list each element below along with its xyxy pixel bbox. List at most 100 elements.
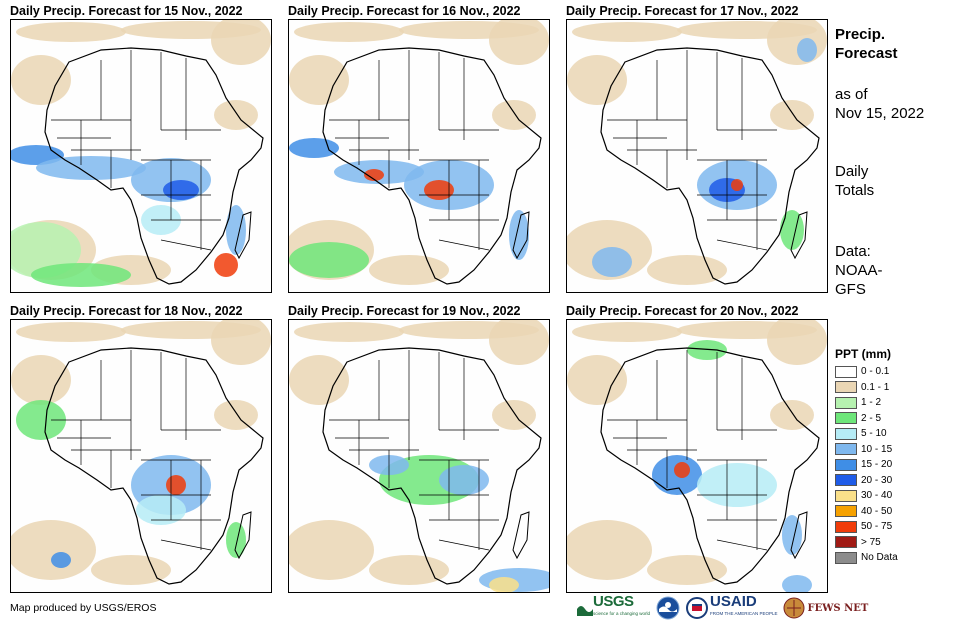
legend-title: PPT (mm) xyxy=(835,347,892,361)
precip-area xyxy=(697,463,777,507)
precip-area xyxy=(572,22,682,42)
totals-line: Totals xyxy=(835,182,875,199)
precip-area xyxy=(11,355,71,405)
precip-map xyxy=(288,19,550,293)
legend-item: No Data xyxy=(835,550,960,566)
legend-label: > 75 xyxy=(861,536,881,548)
precip-area xyxy=(51,552,71,568)
legend-item: 10 - 15 xyxy=(835,442,960,458)
precip-area xyxy=(289,355,349,405)
coastline xyxy=(600,47,820,285)
precip-area xyxy=(647,555,727,585)
precip-area xyxy=(289,138,339,158)
country-border xyxy=(160,539,212,551)
usaid-wordmark: USAID xyxy=(710,593,757,610)
map-panel-5: Daily Precip. Forecast for 19 Nov., 2022 xyxy=(288,303,550,593)
panel-title: Daily Precip. Forecast for 17 Nov., 2022 xyxy=(566,4,799,18)
fews-net-logo: FEWS NET xyxy=(783,597,868,619)
country-border xyxy=(438,539,490,551)
legend-swatch xyxy=(835,443,857,456)
legend-item: 0.1 - 1 xyxy=(835,380,960,396)
precip-area xyxy=(11,520,96,580)
precip-area xyxy=(731,179,743,191)
panel-title: Daily Precip. Forecast for 19 Nov., 2022 xyxy=(288,304,521,318)
precip-area xyxy=(770,400,814,430)
legend-label: 10 - 15 xyxy=(861,443,893,455)
legend-swatch xyxy=(835,365,857,378)
precip-area xyxy=(211,320,271,365)
precip-area xyxy=(489,320,549,365)
data-source-line: Data: xyxy=(835,243,871,260)
legend-swatch xyxy=(835,489,857,502)
precip-area xyxy=(211,20,271,65)
precip-area xyxy=(797,38,817,62)
coastline xyxy=(322,47,542,285)
precip-area xyxy=(782,515,802,555)
precip-area xyxy=(289,520,374,580)
legend-label: 0 - 0.1 xyxy=(861,366,890,378)
precip-area xyxy=(687,340,727,360)
legend-swatch xyxy=(835,412,857,425)
madagascar-outline xyxy=(234,211,252,260)
panel-title: Daily Precip. Forecast for 20 Nov., 2022 xyxy=(566,304,799,318)
legend-rows: 0 - 0.1 0.1 - 1 1 - 2 2 - 5 5 - 10 10 - 15 15 … xyxy=(835,364,960,566)
precip-map xyxy=(10,19,272,293)
legend-item: 50 - 75 xyxy=(835,519,960,535)
map-panel-1: Daily Precip. Forecast for 15 Nov., 2022 xyxy=(10,3,272,293)
madagascar-outline xyxy=(234,511,252,560)
legend-label: 30 - 40 xyxy=(861,490,893,502)
legend-swatch xyxy=(835,520,857,533)
precip-map xyxy=(566,19,828,293)
legend-swatch xyxy=(835,551,857,564)
map-panel-2: Daily Precip. Forecast for 16 Nov., 2022 xyxy=(288,3,550,293)
usgs-wordmark: USGS xyxy=(593,593,634,610)
precip-area xyxy=(289,55,349,105)
legend-item: > 75 xyxy=(835,535,960,551)
panel-title: Daily Precip. Forecast for 16 Nov., 2022 xyxy=(288,4,521,18)
legend-swatch xyxy=(835,427,857,440)
legend-label: 50 - 75 xyxy=(861,521,893,533)
legend-label: 1 - 2 xyxy=(861,397,882,409)
precip-area xyxy=(364,169,384,181)
legend-label: 20 - 30 xyxy=(861,474,893,486)
africa-map xyxy=(567,20,827,285)
precip-area xyxy=(226,205,246,255)
map-panel-4: Daily Precip. Forecast for 18 Nov., 2022 xyxy=(10,303,272,593)
legend-swatch xyxy=(835,396,857,409)
legend-swatch xyxy=(835,474,857,487)
coastline xyxy=(44,47,264,285)
credit-text: Map produced by USGS/EROS xyxy=(10,602,157,614)
precip-area xyxy=(767,320,827,365)
usgs-wave-icon xyxy=(577,606,593,616)
usaid-seal-icon xyxy=(686,597,709,619)
precip-area xyxy=(31,263,131,287)
africa-map xyxy=(289,20,549,285)
totals-line: Daily xyxy=(835,163,869,180)
precip-area xyxy=(294,22,404,42)
heading-line: Precip. xyxy=(835,26,886,43)
panel-title: Daily Precip. Forecast for 15 Nov., 2022 xyxy=(10,4,243,18)
precip-area xyxy=(567,355,627,405)
madagascar-outline xyxy=(512,211,530,260)
usaid-tagline: FROM THE AMERICAN PEOPLE xyxy=(710,611,778,616)
usgs-tagline: science for a changing world xyxy=(593,611,651,616)
precip-area xyxy=(11,55,71,105)
precip-area xyxy=(592,247,632,277)
precip-area xyxy=(424,180,454,200)
precip-area xyxy=(439,465,489,495)
heading-line: Forecast xyxy=(835,45,898,62)
precip-area xyxy=(492,100,536,130)
precip-area xyxy=(492,400,536,430)
precip-area xyxy=(782,575,812,592)
legend-label: 15 - 20 xyxy=(861,459,893,471)
precip-area xyxy=(647,255,727,285)
forecast-heading: Precip. Forecast xyxy=(835,25,898,63)
coastline xyxy=(322,347,542,585)
madagascar-outline xyxy=(790,511,808,560)
usgs-logo: USGS science for a changing world xyxy=(577,593,651,620)
logo-strip: USGS science for a changing world USAID … xyxy=(577,594,874,622)
noaa-logo xyxy=(656,596,680,620)
coastline xyxy=(44,347,264,585)
usaid-logo: USAID FROM THE AMERICAN PEOPLE xyxy=(686,593,778,620)
coastline xyxy=(600,347,820,585)
